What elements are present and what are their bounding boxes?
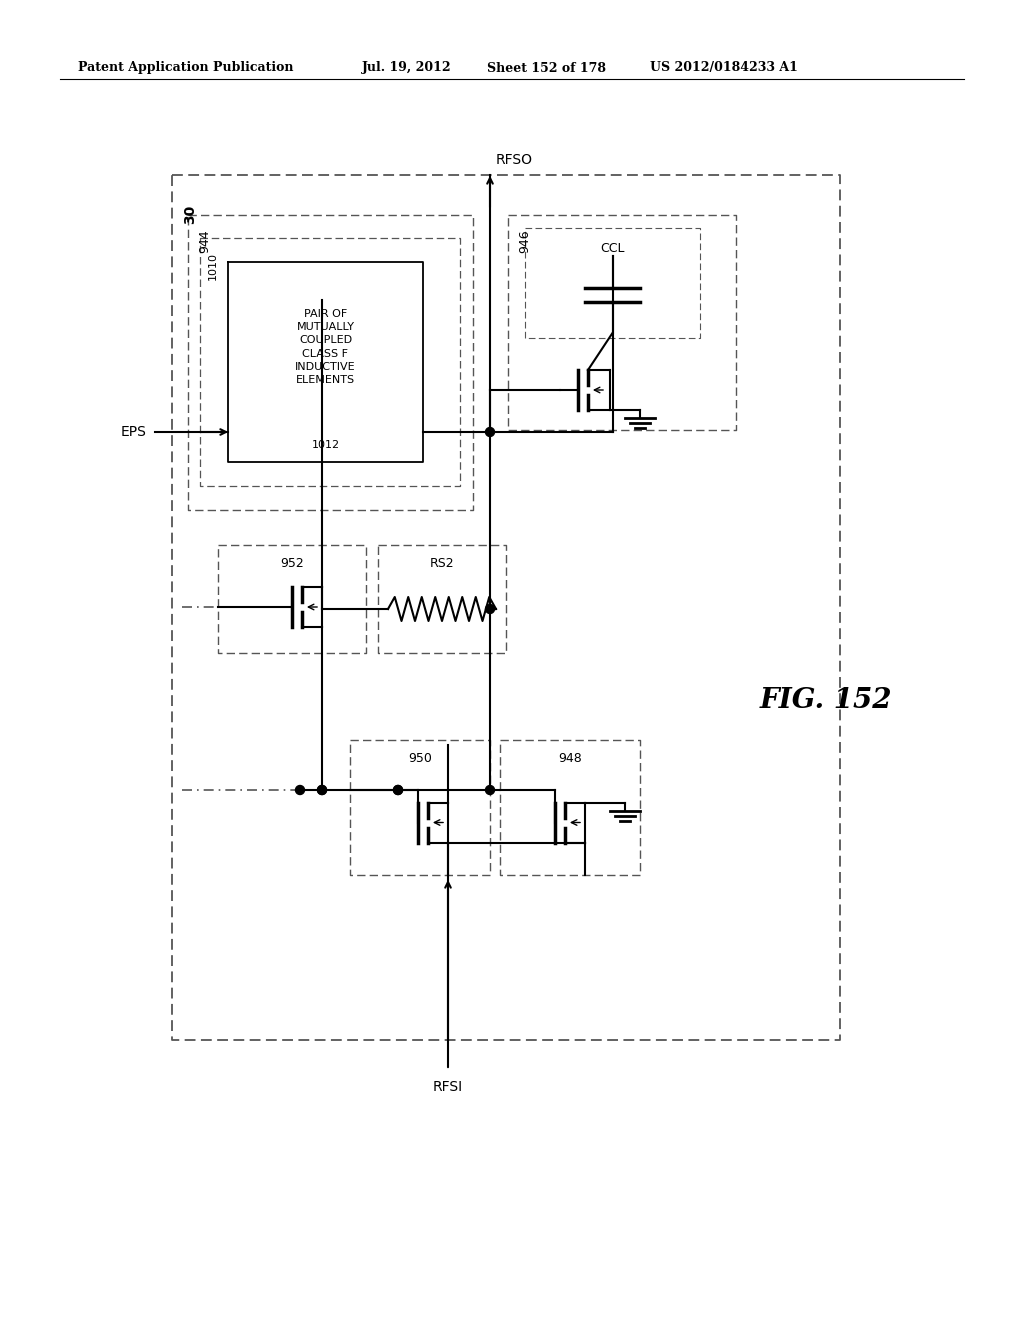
Circle shape [485,605,495,614]
Text: RFSI: RFSI [433,1080,463,1094]
Text: 946: 946 [518,228,531,252]
Circle shape [485,785,495,795]
Text: RS2: RS2 [430,557,455,570]
Circle shape [317,785,327,795]
Text: PAIR OF
MUTUALLY
COUPLED
CLASS F
INDUCTIVE
ELEMENTS: PAIR OF MUTUALLY COUPLED CLASS F INDUCTI… [295,309,355,385]
Circle shape [317,785,327,795]
Text: EPS: EPS [121,425,147,440]
Circle shape [485,428,495,437]
Text: Patent Application Publication: Patent Application Publication [78,62,294,74]
Text: Jul. 19, 2012: Jul. 19, 2012 [362,62,452,74]
Circle shape [393,785,402,795]
Text: RFSO: RFSO [496,153,534,168]
Text: 952: 952 [281,557,304,570]
Text: CCL: CCL [600,242,625,255]
Text: Sheet 152 of 178: Sheet 152 of 178 [487,62,606,74]
Text: 30: 30 [183,205,197,224]
Circle shape [393,785,402,795]
Text: 950: 950 [408,752,432,766]
Text: 948: 948 [558,752,582,766]
Text: 944: 944 [198,228,211,252]
Text: 1012: 1012 [311,440,340,450]
Text: 1010: 1010 [208,252,218,280]
Text: FIG. 152: FIG. 152 [760,686,893,714]
Circle shape [296,785,304,795]
Text: US 2012/0184233 A1: US 2012/0184233 A1 [650,62,798,74]
